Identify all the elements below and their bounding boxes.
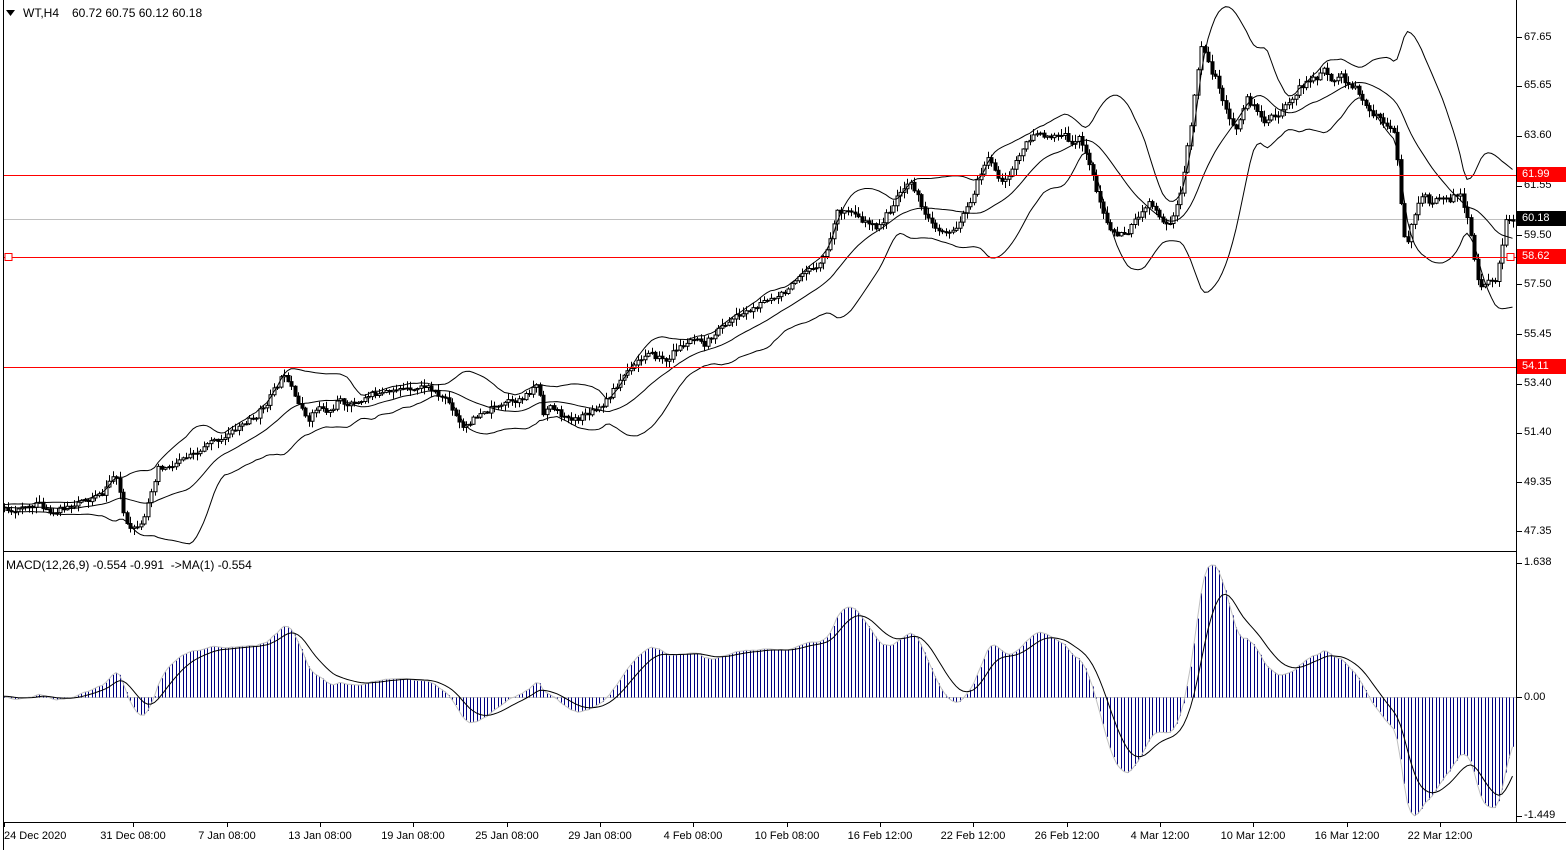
macd-indicator-label: MACD(12,26,9) -0.554 -0.991 ->MA(1) -0.5… <box>6 558 252 572</box>
price-scale-label: 59.50 <box>1524 228 1552 241</box>
price-scale[interactable]: 67.65 65.65 63.60 61.55 59.50 57.50 55.45 53.40… <box>1517 0 1566 822</box>
macd-scale-label: -1.449 <box>1524 809 1556 822</box>
price-pane[interactable] <box>0 6 1516 545</box>
level-line-handle[interactable] <box>1506 252 1515 262</box>
time-scale-label: 10 Feb 08:00 <box>754 830 820 842</box>
price-scale-label: 67.65 <box>1524 30 1552 43</box>
macd-histogram <box>4 565 1514 816</box>
time-scale-label: 19 Jan 08:00 <box>381 830 445 842</box>
macd-pane[interactable] <box>1 564 1517 817</box>
bollinger-upper-band <box>3 6 1513 505</box>
symbol-timeframe-label: WT,H4 <box>23 6 59 20</box>
macd-signal-line <box>3 593 1513 796</box>
candle-wicks <box>4 41 1514 535</box>
price-scale-label: 49.35 <box>1524 475 1552 488</box>
price-level-badge-61.99: 61.99 <box>1517 167 1566 183</box>
price-scale-label: 65.65 <box>1524 79 1552 92</box>
bollinger-middle-band <box>3 81 1513 509</box>
time-scale-label: 4 Mar 12:00 <box>1130 830 1190 842</box>
macd-scale-label: 1.638 <box>1524 556 1552 569</box>
time-scale-label: 4 Feb 08:00 <box>663 830 723 842</box>
time-scale-label: 24 Dec 2020 <box>4 830 67 842</box>
price-level-badge-58.62: 58.62 <box>1517 249 1566 265</box>
time-scale-label: 22 Mar 12:00 <box>1407 830 1473 842</box>
time-scale-label: 16 Feb 12:00 <box>847 830 913 842</box>
price-scale-label: 47.35 <box>1524 524 1552 537</box>
chart-title: WT,H4 60.72 60.75 60.12 60.18 <box>6 6 202 20</box>
time-scale-label: 26 Feb 12:00 <box>1034 830 1100 842</box>
quote-ohlc-label: 60.72 60.75 60.12 60.18 <box>72 6 203 20</box>
time-scale-label: 13 Jan 08:00 <box>288 830 352 842</box>
price-scale-label: 55.45 <box>1524 327 1552 340</box>
price-scale-label: 57.50 <box>1524 277 1552 290</box>
symbol-dropdown-triangle-icon[interactable] <box>6 9 16 17</box>
price-scale-label: 51.40 <box>1524 426 1552 439</box>
time-scale-label: 22 Feb 12:00 <box>940 830 1006 842</box>
time-scale-label: 7 Jan 08:00 <box>198 830 256 842</box>
time-scale-label: 10 Mar 12:00 <box>1220 830 1286 842</box>
level-line-handle[interactable] <box>4 252 13 262</box>
bullish-candles <box>13 46 1509 529</box>
price-scale-label: 63.60 <box>1524 129 1552 142</box>
time-scale-label: 29 Jan 08:00 <box>568 830 632 842</box>
bollinger-lower-band <box>3 97 1513 545</box>
macd-main-line <box>3 564 1513 817</box>
bearish-candles <box>3 46 1516 529</box>
price-level-badge-54.11: 54.11 <box>1517 359 1566 375</box>
time-scale-label: 25 Jan 08:00 <box>475 830 539 842</box>
time-scale[interactable]: 24 Dec 2020 31 Dec 08:00 7 Jan 08:00 13 Jan… <box>0 823 1566 850</box>
time-scale-label: 31 Dec 08:00 <box>100 830 166 842</box>
macd-scale-label: 0.00 <box>1524 690 1546 703</box>
price-scale-label: 53.40 <box>1524 377 1552 390</box>
current-price-badge: 60.18 <box>1517 211 1566 227</box>
time-scale-label: 16 Mar 12:00 <box>1314 830 1380 842</box>
